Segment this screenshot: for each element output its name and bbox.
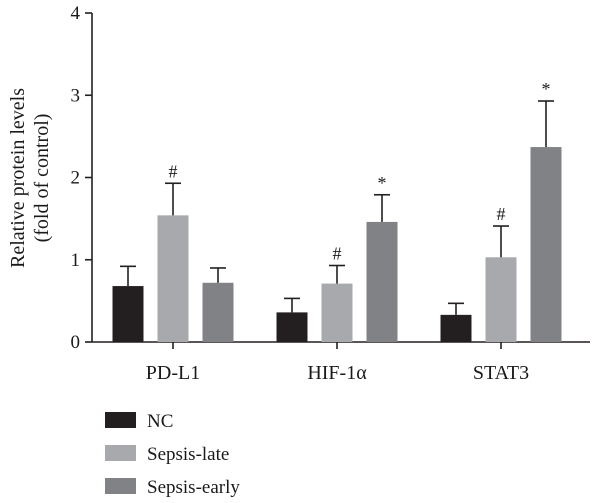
legend-label: NC — [147, 411, 173, 432]
bar — [440, 314, 472, 342]
bar — [366, 221, 398, 342]
x-tick-label: PD-L1 — [146, 362, 200, 384]
bar — [530, 147, 562, 342]
y-tick-label: 2 — [71, 168, 81, 189]
bar — [157, 215, 189, 342]
y-axis-title-line-2: (fold of control) — [31, 114, 53, 243]
bar — [112, 286, 144, 342]
significance-mark: * — [542, 79, 551, 99]
bar — [321, 283, 353, 342]
bar — [202, 282, 234, 342]
y-tick-label: 0 — [71, 332, 81, 353]
bar — [485, 257, 517, 342]
legend-swatch — [105, 478, 136, 494]
y-tick-label: 1 — [71, 250, 81, 271]
y-tick-label: 4 — [71, 3, 81, 24]
legend-label: Sepsis-early — [147, 477, 240, 498]
legend-label: Sepsis-late — [147, 444, 229, 465]
significance-mark: # — [333, 244, 342, 264]
y-tick-label: 3 — [71, 85, 81, 106]
legend-swatch — [105, 412, 136, 428]
significance-mark: * — [378, 173, 387, 193]
plot-area: 0 1 2 3 4 PD-L1 # HIF-1α # * STAT3 # * — [71, 3, 590, 384]
x-tick-label: STAT3 — [473, 362, 529, 384]
significance-mark: # — [497, 204, 506, 224]
significance-mark: # — [169, 161, 178, 181]
y-axis-title-line-1: Relative protein levels — [7, 88, 29, 268]
legend: NC Sepsis-late Sepsis-early — [105, 411, 240, 498]
legend-swatch — [105, 445, 136, 461]
y-axis-title: Relative protein levels (fold of control… — [7, 88, 53, 268]
bar — [276, 312, 308, 342]
x-tick-label: HIF-1α — [307, 362, 367, 384]
